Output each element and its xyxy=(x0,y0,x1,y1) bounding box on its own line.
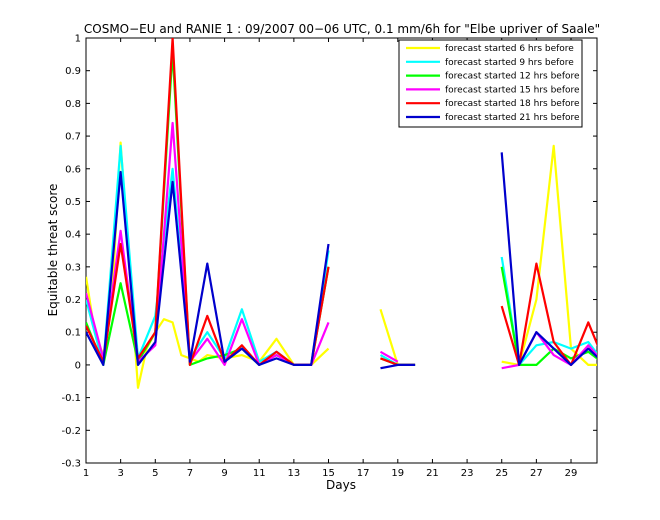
y-tick-label: -0.3 xyxy=(61,459,81,470)
legend-entry-label: forecast started 6 hrs before xyxy=(445,44,574,54)
x-tick-label: 29 xyxy=(565,468,578,479)
y-tick-label: 1 xyxy=(75,34,81,45)
legend-entry-label: forecast started 9 hrs before xyxy=(445,58,574,68)
y-tick-label: 0.1 xyxy=(65,328,81,339)
chart-title: COSMO−EU and RANIE 1 : 09/2007 00−06 UTC… xyxy=(84,22,600,36)
legend-entry-label: forecast started 18 hrs before xyxy=(445,99,580,109)
y-tick-label: -0.2 xyxy=(61,426,81,437)
y-tick-label: 0.8 xyxy=(65,99,81,110)
x-tick-label: 13 xyxy=(287,468,300,479)
x-tick-label: 23 xyxy=(461,468,474,479)
series-lines xyxy=(86,38,597,389)
x-tick-label: 11 xyxy=(253,468,266,479)
y-tick-label: 0.6 xyxy=(65,164,81,175)
x-tick-label: 9 xyxy=(221,468,227,479)
y-tick-label: -0.1 xyxy=(61,393,81,404)
legend-entry-label: forecast started 21 hrs before xyxy=(445,113,580,123)
y-tick-label: 0 xyxy=(75,360,81,371)
x-tick-label: 1 xyxy=(83,468,89,479)
y-tick-label: 0.4 xyxy=(65,230,81,241)
y-axis-label: Equitable threat score xyxy=(46,184,60,317)
x-tick-label: 25 xyxy=(495,468,508,479)
legend-box xyxy=(398,39,583,128)
x-tick-label: 17 xyxy=(357,468,370,479)
x-tick-label: 5 xyxy=(152,468,158,479)
y-tick-label: 0.5 xyxy=(65,197,81,208)
x-tick-label: 3 xyxy=(117,468,123,479)
legend-entry-label: forecast started 15 hrs before xyxy=(445,85,580,95)
y-tick-label: 0.9 xyxy=(65,66,81,77)
x-tick-label: 27 xyxy=(530,468,543,479)
x-tick-label: 21 xyxy=(426,468,439,479)
series-line-6 xyxy=(86,152,597,370)
y-tick-label: 0.7 xyxy=(65,132,81,143)
y-tick-label: 0.2 xyxy=(65,295,81,306)
x-tick-label: 7 xyxy=(187,468,193,479)
x-tick-label: 15 xyxy=(322,468,335,479)
x-tick-label: 19 xyxy=(391,468,404,479)
y-axis: -0.3 -0.2 -0.1 0 0.1 0.2 0.3 0.4 0.5 0.6 0.7 0.8 0.9… xyxy=(61,34,597,470)
legend-entry-label: forecast started 12 hrs before xyxy=(445,72,580,82)
y-tick-label: 0.3 xyxy=(65,262,81,273)
x-axis-label: Days xyxy=(326,478,356,492)
legend: forecast started 6 hrs before forecast st… xyxy=(398,39,583,128)
